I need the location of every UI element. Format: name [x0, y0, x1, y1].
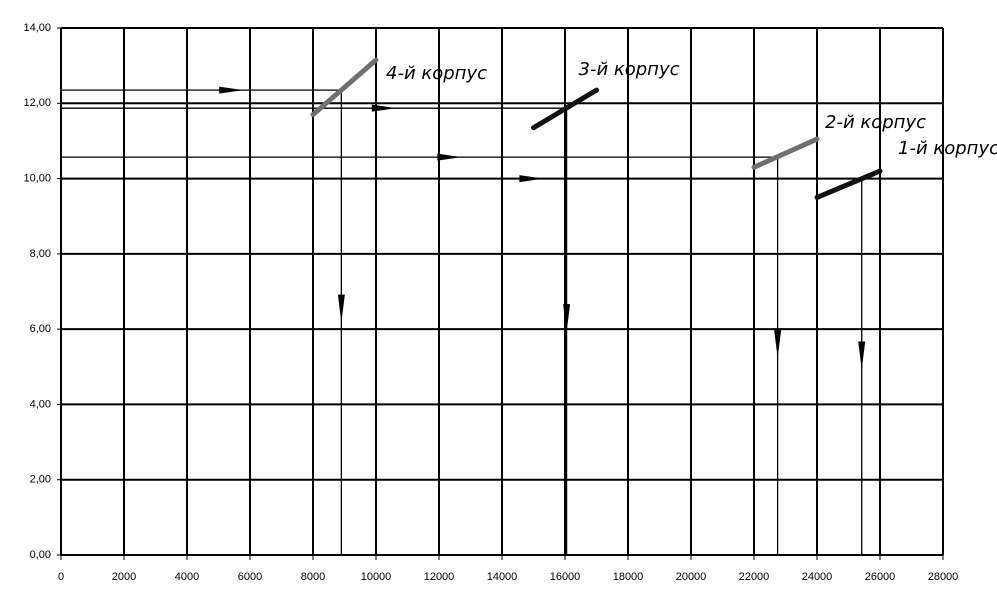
x-tick-label: 20000: [676, 571, 707, 583]
series-line: [310, 57, 379, 118]
y-tick-label: 8,00: [30, 248, 51, 260]
series-label: 1-й корпус: [898, 138, 997, 159]
guide-arrow: [519, 175, 544, 183]
guide-arrow: [371, 104, 396, 112]
guide-arrow: [858, 341, 866, 370]
series-label: 4-й корпус: [386, 63, 487, 84]
x-tick-label: 14000: [487, 571, 518, 583]
guide-arrow: [219, 86, 244, 94]
y-tick-label: 10,00: [23, 172, 51, 184]
y-tick-label: 14,00: [23, 22, 51, 34]
series-line: [814, 168, 883, 200]
series-label: 2-й корпус: [825, 112, 926, 133]
series-line: [751, 136, 820, 170]
y-tick-label: 2,00: [30, 474, 51, 486]
x-tick-label: 16000: [550, 571, 581, 583]
x-tick-label: 6000: [238, 571, 262, 583]
x-tick-label: 0: [58, 571, 64, 583]
x-tick-label: 22000: [739, 571, 770, 583]
y-tick-label: 12,00: [23, 97, 51, 109]
y-tick-label: 4,00: [30, 398, 51, 410]
series-label: 3-й корпус: [579, 59, 680, 80]
guide-arrow: [774, 330, 782, 359]
x-tick-label: 8000: [301, 571, 325, 583]
series-line: [531, 87, 599, 131]
guide-arrow: [563, 304, 571, 333]
x-tick-label: 28000: [928, 571, 959, 583]
y-tick-label: 0,00: [30, 549, 51, 561]
guide-arrow: [337, 294, 345, 323]
x-tick-label: 10000: [361, 571, 392, 583]
x-tick-label: 12000: [424, 571, 455, 583]
x-tick-label: 4000: [175, 571, 199, 583]
x-tick-label: 2000: [112, 571, 136, 583]
y-tick-label: 6,00: [30, 323, 51, 335]
x-tick-label: 18000: [613, 571, 644, 583]
x-tick-label: 24000: [802, 571, 833, 583]
guide-arrow: [437, 153, 462, 161]
x-tick-label: 26000: [865, 571, 896, 583]
